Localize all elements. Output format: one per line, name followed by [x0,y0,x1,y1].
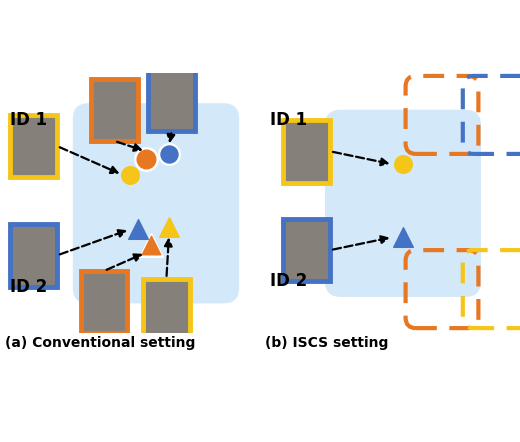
Point [134,226,142,233]
FancyBboxPatch shape [283,219,330,281]
Point [165,150,173,157]
Point [141,156,150,163]
FancyBboxPatch shape [91,79,138,141]
Point [399,233,407,240]
Text: ID 1: ID 1 [10,111,47,129]
Text: ID 1: ID 1 [270,111,307,129]
FancyBboxPatch shape [148,68,195,130]
FancyBboxPatch shape [81,271,127,333]
FancyBboxPatch shape [73,103,239,303]
FancyBboxPatch shape [10,115,57,177]
FancyBboxPatch shape [143,279,190,341]
Point [147,241,155,248]
Text: ID 2: ID 2 [270,272,308,290]
FancyBboxPatch shape [325,110,481,297]
FancyBboxPatch shape [10,224,57,286]
Text: (a) Conventional setting: (a) Conventional setting [5,336,196,350]
FancyBboxPatch shape [283,120,330,183]
Text: ID 2: ID 2 [10,278,48,296]
Point [165,223,173,230]
Point [147,241,155,248]
Point [126,171,134,178]
Text: (b) ISCS setting: (b) ISCS setting [265,336,388,350]
Point [141,156,150,163]
Point [165,150,173,157]
Point [399,161,407,168]
